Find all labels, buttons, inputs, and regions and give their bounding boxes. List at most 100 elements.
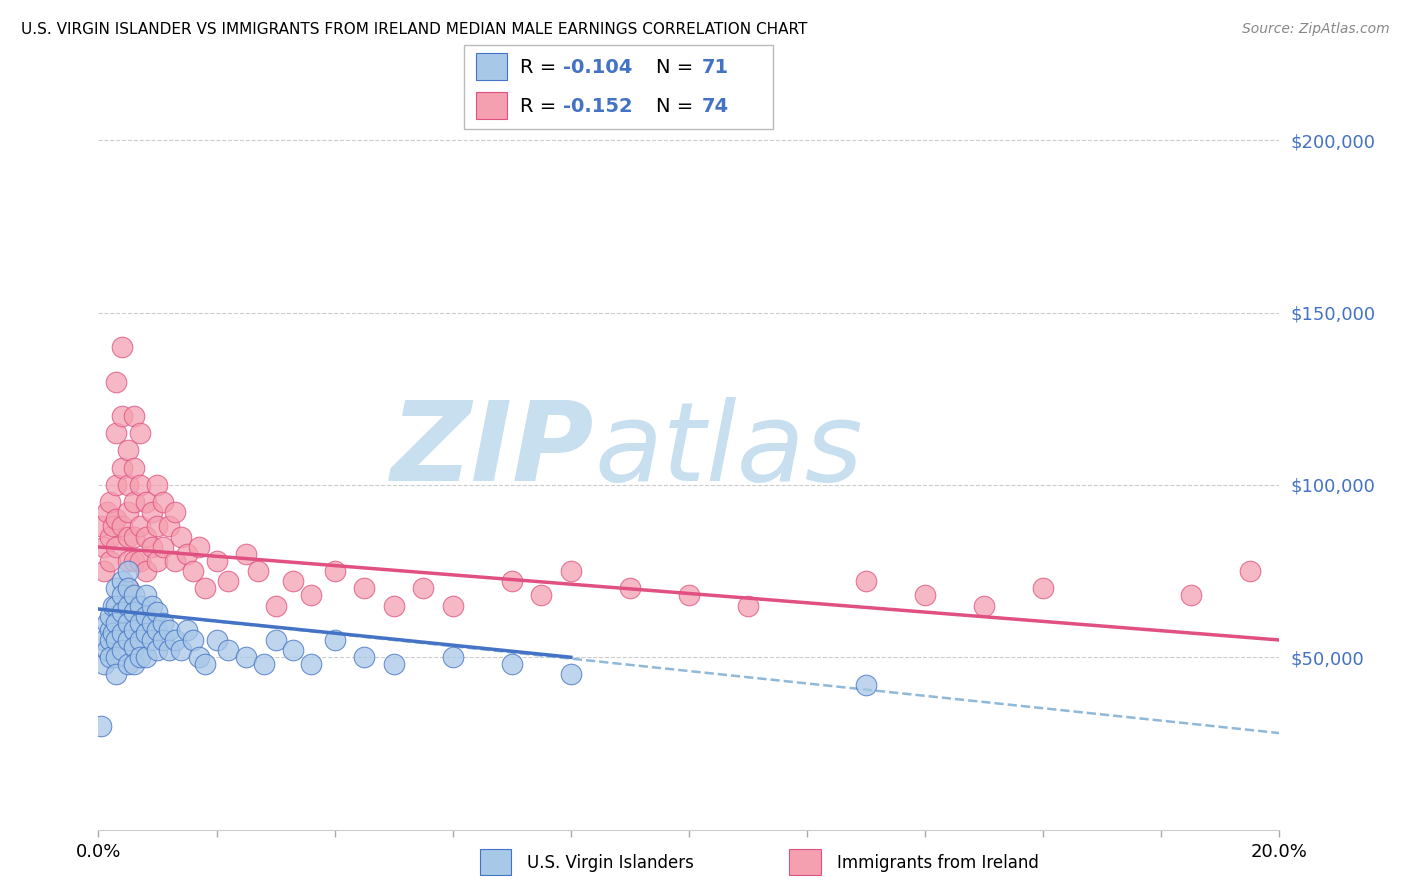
Point — [146, 554, 169, 568]
Point — [441, 599, 464, 613]
Point — [146, 643, 169, 657]
Point — [93, 633, 115, 648]
Point — [141, 599, 163, 613]
Point — [103, 519, 125, 533]
Point — [111, 460, 134, 475]
Point — [117, 564, 139, 578]
Point — [560, 667, 582, 681]
Point — [1239, 564, 1261, 578]
Point — [105, 615, 128, 630]
Point — [246, 564, 269, 578]
Point — [135, 608, 157, 623]
Point — [299, 657, 322, 672]
Point — [128, 519, 150, 533]
Point — [283, 643, 305, 657]
Point — [122, 640, 145, 654]
Point — [122, 530, 145, 544]
Point — [93, 657, 115, 672]
Point — [117, 657, 139, 672]
Point — [441, 650, 464, 665]
Point — [98, 608, 121, 623]
Text: Immigrants from Ireland: Immigrants from Ireland — [837, 855, 1039, 872]
Point — [111, 626, 134, 640]
Point — [157, 519, 180, 533]
Point — [105, 599, 128, 613]
Text: -0.152: -0.152 — [562, 97, 633, 116]
Point — [111, 643, 134, 657]
Point — [264, 599, 287, 613]
Point — [122, 554, 145, 568]
Point — [128, 478, 150, 492]
Point — [187, 540, 209, 554]
Point — [105, 582, 128, 596]
Point — [105, 633, 128, 648]
Point — [98, 633, 121, 648]
Point — [501, 657, 523, 672]
Point — [105, 512, 128, 526]
Point — [353, 650, 375, 665]
Point — [152, 495, 174, 509]
Point — [117, 554, 139, 568]
Point — [105, 650, 128, 665]
Point — [135, 495, 157, 509]
Point — [176, 547, 198, 561]
Point — [973, 599, 995, 613]
Point — [299, 588, 322, 602]
Point — [111, 409, 134, 423]
Point — [146, 606, 169, 620]
Point — [914, 588, 936, 602]
Point — [501, 574, 523, 589]
Point — [530, 588, 553, 602]
Text: 71: 71 — [702, 58, 730, 77]
Point — [235, 547, 257, 561]
Point — [117, 443, 139, 458]
Point — [135, 650, 157, 665]
Point — [264, 633, 287, 648]
Point — [128, 650, 150, 665]
Point — [135, 564, 157, 578]
Point — [117, 506, 139, 520]
Point — [122, 460, 145, 475]
Point — [128, 615, 150, 630]
Point — [105, 667, 128, 681]
Point — [253, 657, 276, 672]
Point — [141, 540, 163, 554]
Point — [90, 519, 112, 533]
Point — [165, 554, 187, 568]
Point — [181, 633, 204, 648]
Point — [382, 657, 405, 672]
Point — [135, 530, 157, 544]
Point — [117, 582, 139, 596]
Point — [205, 554, 228, 568]
Point — [217, 643, 239, 657]
Point — [205, 633, 228, 648]
Point — [103, 599, 125, 613]
Point — [170, 530, 193, 544]
Point — [217, 574, 239, 589]
Point — [165, 506, 187, 520]
Point — [117, 530, 139, 544]
Text: R =: R = — [520, 58, 555, 77]
Bar — [477, 92, 508, 120]
Point — [353, 582, 375, 596]
Point — [181, 564, 204, 578]
Text: U.S. Virgin Islanders: U.S. Virgin Islanders — [527, 855, 695, 872]
Text: U.S. VIRGIN ISLANDER VS IMMIGRANTS FROM IRELAND MEDIAN MALE EARNINGS CORRELATION: U.S. VIRGIN ISLANDER VS IMMIGRANTS FROM … — [21, 22, 807, 37]
Point — [141, 506, 163, 520]
Point — [111, 340, 134, 354]
Point — [111, 574, 134, 589]
Text: 74: 74 — [702, 97, 730, 116]
Point — [194, 657, 217, 672]
Point — [235, 650, 257, 665]
Point — [98, 650, 121, 665]
Bar — [477, 54, 508, 80]
Point — [146, 519, 169, 533]
Point — [165, 633, 187, 648]
Point — [152, 633, 174, 648]
Point — [98, 495, 121, 509]
Point — [111, 588, 134, 602]
Point — [111, 606, 134, 620]
Point — [122, 495, 145, 509]
Point — [117, 633, 139, 648]
Point — [323, 633, 346, 648]
